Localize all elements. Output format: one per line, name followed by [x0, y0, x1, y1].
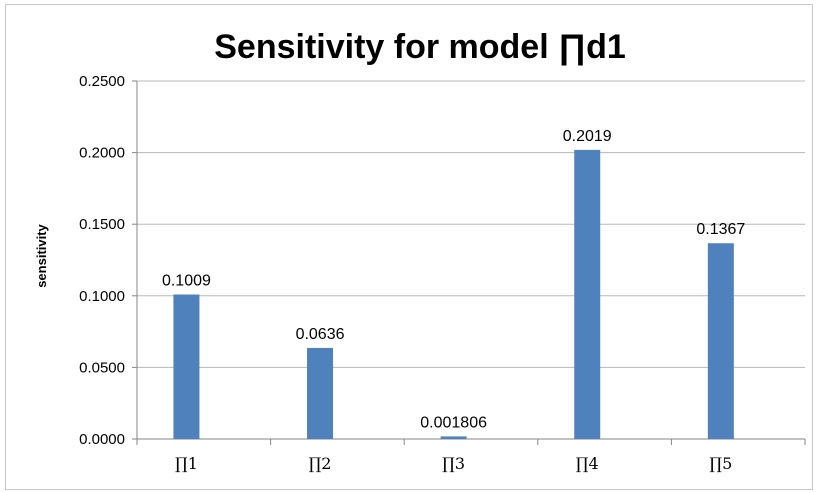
data-label: 0.0636 [296, 326, 345, 343]
bar [173, 294, 200, 439]
y-tick-label: 0.0000 [79, 431, 125, 448]
bar [707, 243, 734, 439]
data-label: 0.1009 [162, 273, 211, 290]
x-tick-label: ∏2 [309, 454, 332, 473]
gridlines [137, 80, 805, 368]
bar [307, 347, 334, 439]
axes [132, 80, 806, 445]
data-label: 0.001806 [420, 414, 487, 431]
y-tick-label: 0.2500 [79, 73, 125, 90]
y-axis-label: sensitivity [34, 223, 49, 287]
chart-frame [5, 4, 813, 490]
y-tick-label: 0.0500 [79, 359, 125, 376]
bar [440, 436, 467, 439]
x-tick-labels: ∏1 ∏2 ∏3 ∏4 ∏5 [175, 454, 732, 473]
bar [574, 149, 601, 439]
x-tick-label: ∏3 [442, 454, 465, 473]
data-label: 0.1367 [696, 221, 745, 238]
x-tick-label: ∏1 [175, 454, 198, 473]
bars [173, 149, 734, 439]
data-labels: 0.1009 0.0636 0.001806 0.2019 0.1367 [162, 128, 745, 432]
y-tick-labels: 0.0000 0.0500 0.1000 0.1500 0.2000 0.2500 [79, 73, 125, 448]
y-tick-label: 0.1500 [79, 216, 125, 233]
chart-title: Sensitivity for model ∏d1 [214, 28, 626, 66]
y-tick-label: 0.1000 [79, 288, 125, 305]
x-tick-label: ∏5 [709, 454, 732, 473]
x-tick-label: ∏4 [576, 454, 599, 473]
y-tick-label: 0.2000 [79, 145, 125, 162]
data-label: 0.2019 [563, 128, 612, 145]
